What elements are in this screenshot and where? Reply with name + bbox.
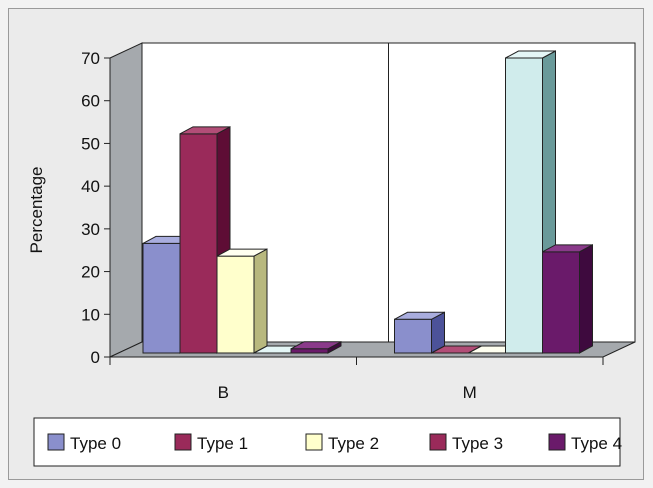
bar-top (179, 126, 231, 135)
bar (216, 248, 268, 354)
y-tick-label: 40 (81, 177, 100, 196)
y-tick-label: 0 (91, 348, 100, 367)
bar-group (142, 50, 593, 354)
legend-item: Type 4 (548, 433, 622, 453)
bar-top (394, 311, 445, 320)
legend-swatch (47, 433, 65, 451)
legend-swatch (429, 433, 447, 451)
legend-item: Type 0 (47, 433, 121, 453)
legend-box (33, 417, 621, 467)
y-axis-title: Percentage (27, 167, 46, 254)
bar (290, 340, 342, 354)
y-axis-ticks: 0 10 20 30 40 50 60 70 (81, 49, 111, 367)
y-tick-label: 60 (81, 92, 100, 111)
legend-item: Type 2 (305, 433, 379, 453)
y-tick-label: 20 (81, 263, 100, 282)
legend-label: Type 1 (197, 434, 248, 453)
y-tick-label: 30 (81, 220, 100, 239)
y-tick-label: 10 (81, 305, 100, 324)
bar-front (179, 133, 218, 354)
bar-top (542, 244, 593, 253)
legend-swatch (548, 433, 566, 451)
bar-front (290, 348, 329, 354)
side-wall (109, 42, 143, 358)
bar-front (394, 318, 432, 354)
legend-swatch (305, 433, 323, 451)
legend-item: Type 3 (429, 433, 503, 453)
bar-front (142, 242, 181, 354)
bar (394, 311, 445, 354)
y-tick-label: 50 (81, 134, 100, 153)
legend-label: Type 2 (328, 434, 379, 453)
y-tick-label: 70 (81, 49, 100, 68)
bar-front (216, 255, 255, 354)
bar-top (290, 341, 342, 350)
legend: Type 0 Type 1 Type 2 Type 3 Type 4 (33, 417, 622, 467)
bar-side (253, 248, 268, 354)
bar-front (505, 57, 543, 354)
x-category-label: B (218, 383, 229, 402)
bar-front (542, 251, 580, 354)
x-category-label: M (463, 383, 477, 402)
bar (542, 244, 593, 354)
bar-top (216, 248, 268, 257)
bar-side (579, 244, 593, 354)
legend-item: Type 1 (174, 433, 248, 453)
legend-swatch (174, 433, 192, 451)
legend-label: Type 0 (70, 434, 121, 453)
legend-label: Type 4 (571, 434, 622, 453)
legend-label: Type 3 (452, 434, 503, 453)
bar-top (505, 50, 556, 59)
